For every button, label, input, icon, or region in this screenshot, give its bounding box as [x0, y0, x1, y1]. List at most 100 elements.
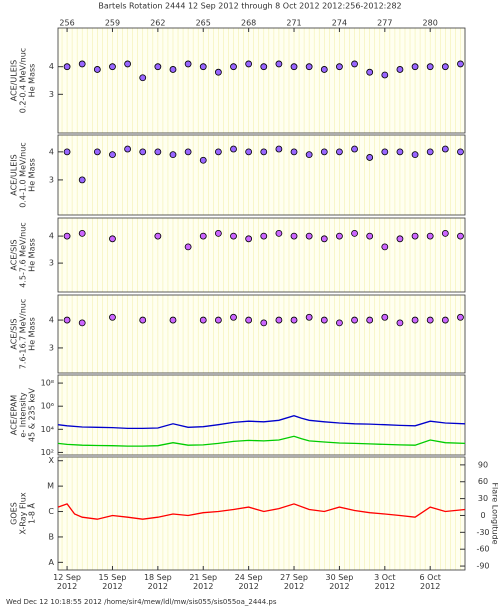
data-point: [426, 63, 434, 71]
data-point: [336, 63, 343, 71]
y-tick-label: 4: [49, 147, 54, 156]
x2-tick-label: 277: [377, 19, 392, 28]
y-tick-label: 10²: [41, 448, 54, 457]
data-point: [457, 232, 464, 240]
y-tick-label: 3: [49, 90, 54, 99]
data-point: [63, 63, 71, 71]
data-point: [426, 232, 434, 240]
x-tick-label: 12 Sep 2012: [53, 573, 81, 591]
data-point: [336, 319, 343, 327]
data-point: [426, 148, 434, 156]
data-point: [230, 63, 237, 71]
y2-tick-label: 60: [478, 477, 488, 486]
data-point: [78, 229, 86, 237]
data-point: [320, 148, 328, 156]
y-axis-label: X-Ray Flux: [19, 492, 28, 534]
y-tick-label: 3: [49, 175, 54, 184]
data-point: [305, 151, 313, 159]
x-tick-label: 3 Oct 2012: [374, 573, 396, 591]
y-axis-label: He Mass: [28, 64, 37, 98]
data-point: [457, 148, 464, 156]
data-point: [139, 74, 147, 82]
y-tick-label: M: [47, 482, 54, 491]
data-point: [396, 148, 404, 156]
y-axis-label: ACE/ULEIS: [10, 60, 19, 101]
data-point: [381, 313, 389, 321]
data-point: [441, 316, 449, 324]
data-point: [366, 154, 374, 161]
data-point: [457, 60, 464, 68]
data-point: [109, 151, 116, 159]
panel-bg: [58, 295, 465, 373]
y-axis-label: He Mass: [28, 158, 37, 192]
data-point: [411, 151, 419, 159]
data-point: [441, 229, 449, 237]
title: Bartels Rotation 2444 12 Sep 2012 throug…: [98, 2, 401, 11]
data-point: [109, 313, 116, 321]
data-point: [457, 313, 464, 321]
y-tick-label: A: [49, 558, 55, 567]
data-point: [230, 313, 237, 321]
y-axis-label: 4.5-7.6 MeV/nuc: [19, 222, 28, 287]
data-point: [351, 145, 358, 153]
y-axis-label: ACE/ULEIS: [10, 154, 19, 195]
data-point: [78, 176, 86, 184]
data-point: [275, 60, 283, 68]
data-point: [78, 60, 86, 68]
data-point: [260, 148, 268, 156]
panel-bg: [58, 135, 465, 215]
data-point: [199, 316, 207, 324]
data-point: [93, 66, 101, 73]
data-point: [320, 66, 328, 73]
data-point: [290, 316, 298, 324]
data-point: [63, 316, 71, 324]
y-tick-label: B: [49, 532, 55, 541]
y2-tick-label: 30: [478, 494, 488, 503]
panel-frame: [57, 134, 466, 216]
data-point: [109, 63, 116, 71]
x-tick-label: 18 Sep 2012: [143, 573, 172, 591]
data-point: [396, 66, 404, 73]
data-point: [63, 148, 71, 156]
data-point: [214, 148, 222, 156]
data-point: [169, 316, 177, 324]
data-point: [275, 145, 283, 153]
panel-frame: [57, 27, 466, 134]
panel-bg: [58, 28, 465, 133]
panel-bg: [58, 218, 465, 292]
panel-frame: [57, 217, 466, 293]
data-point: [411, 232, 419, 240]
data-point: [78, 319, 86, 327]
data-point: [320, 235, 328, 243]
y-tick-label: 4: [49, 232, 54, 241]
x-tick-label: 24 Sep 2012: [234, 573, 263, 591]
x2-tick-label: 265: [196, 19, 211, 28]
data-point: [214, 229, 222, 237]
y-axis-label: ACE/EPAM: [10, 395, 19, 436]
x2-tick-label: 280: [423, 19, 438, 28]
data-point: [245, 316, 253, 324]
data-point: [230, 145, 237, 153]
data-point: [275, 229, 283, 237]
y-tick-label: 4: [49, 62, 54, 71]
y2-axis-label: Flare Longitude: [491, 482, 498, 544]
y-axis-label: 1-8 Å: [26, 502, 37, 524]
data-point: [290, 148, 298, 156]
y2-tick-label: 90: [478, 460, 488, 469]
x2-tick-label: 259: [105, 19, 120, 28]
data-point: [63, 232, 71, 240]
data-point: [381, 243, 389, 251]
data-point: [305, 63, 313, 71]
data-point: [396, 319, 404, 327]
data-point: [305, 313, 313, 321]
y2-tick-label: 0: [480, 511, 485, 520]
data-point: [366, 68, 374, 76]
y-tick-label: 3: [49, 259, 54, 268]
data-point: [245, 235, 253, 243]
footer: Wed Dec 12 10:18:55 2012 /home/sir4/mew/…: [6, 598, 277, 606]
y-axis-label: ACE/SIS: [10, 318, 19, 349]
data-point: [260, 232, 268, 240]
data-point: [351, 316, 358, 324]
data-point: [411, 63, 419, 71]
